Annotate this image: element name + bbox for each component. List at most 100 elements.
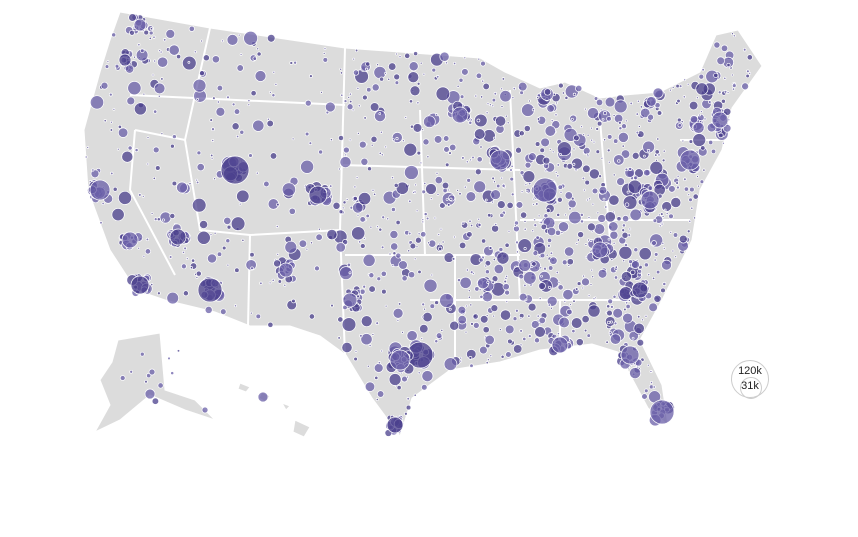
city-bubble[interactable]: [114, 63, 120, 69]
city-bubble[interactable]: [216, 251, 223, 257]
city-bubble[interactable]: [574, 287, 579, 291]
city-bubble[interactable]: [490, 304, 499, 312]
city-bubble[interactable]: [677, 123, 682, 128]
city-bubble[interactable]: [358, 240, 362, 244]
city-bubble[interactable]: [484, 260, 492, 267]
city-bubble[interactable]: [318, 227, 321, 231]
city-bubble[interactable]: [588, 168, 600, 180]
city-bubble[interactable]: [650, 381, 653, 384]
city-bubble[interactable]: [612, 241, 616, 245]
city-bubble[interactable]: [457, 305, 467, 315]
city-bubble[interactable]: [558, 221, 569, 233]
city-bubble[interactable]: [403, 142, 418, 157]
city-bubble[interactable]: [559, 153, 562, 156]
city-bubble[interactable]: [493, 92, 497, 96]
city-bubble[interactable]: [607, 160, 611, 164]
city-bubble[interactable]: [204, 305, 213, 314]
city-bubble[interactable]: [591, 187, 599, 195]
city-bubble[interactable]: [346, 262, 351, 267]
city-bubble[interactable]: [409, 85, 421, 97]
city-bubble[interactable]: [199, 220, 209, 229]
city-bubble[interactable]: [421, 302, 426, 307]
city-bubble[interactable]: [624, 202, 630, 207]
city-bubble[interactable]: [604, 211, 616, 223]
city-bubble[interactable]: [233, 108, 241, 115]
city-bubble[interactable]: [637, 315, 641, 319]
city-bubble[interactable]: [495, 115, 507, 127]
city-bubble[interactable]: [134, 148, 139, 153]
city-bubble[interactable]: [196, 230, 211, 245]
city-bubble[interactable]: [155, 165, 161, 171]
city-bubble[interactable]: [189, 266, 193, 270]
city-bubble[interactable]: [622, 259, 626, 263]
city-bubble[interactable]: [459, 359, 463, 363]
city-bubble[interactable]: [352, 202, 364, 214]
city-bubble[interactable]: [371, 188, 375, 192]
city-bubble[interactable]: [456, 84, 460, 88]
city-bubble[interactable]: [688, 197, 693, 203]
city-bubble[interactable]: [566, 163, 574, 170]
city-bubble[interactable]: [366, 364, 370, 368]
city-bubble[interactable]: [196, 150, 202, 156]
city-bubble[interactable]: [504, 324, 515, 335]
city-bubble[interactable]: [137, 43, 141, 47]
city-bubble[interactable]: [230, 216, 246, 231]
city-bubble[interactable]: [329, 184, 333, 188]
city-bubble[interactable]: [369, 225, 373, 229]
city-bubble[interactable]: [603, 138, 607, 142]
city-bubble[interactable]: [408, 61, 419, 72]
city-bubble[interactable]: [708, 100, 712, 104]
city-bubble[interactable]: [653, 252, 659, 257]
city-bubble[interactable]: [406, 397, 410, 401]
city-bubble[interactable]: [477, 217, 481, 221]
city-bubble[interactable]: [656, 110, 663, 116]
city-bubble[interactable]: [234, 304, 237, 308]
city-bubble[interactable]: [638, 125, 641, 128]
city-bubble[interactable]: [165, 29, 176, 39]
city-bubble[interactable]: [304, 131, 310, 137]
city-bubble[interactable]: [624, 119, 628, 123]
city-bubble[interactable]: [168, 44, 180, 56]
city-bubble[interactable]: [660, 287, 666, 294]
city-bubble[interactable]: [157, 94, 161, 98]
city-bubble[interactable]: [531, 261, 537, 267]
city-bubble[interactable]: [554, 171, 558, 174]
city-bubble[interactable]: [395, 219, 401, 226]
city-bubble[interactable]: [640, 107, 651, 119]
city-bubble[interactable]: [466, 178, 472, 183]
city-bubble[interactable]: [337, 316, 344, 323]
city-bubble[interactable]: [379, 130, 383, 134]
city-bubble[interactable]: [556, 212, 561, 217]
city-bubble[interactable]: [592, 140, 596, 144]
city-bubble[interactable]: [434, 300, 439, 305]
city-bubble[interactable]: [591, 275, 595, 279]
city-bubble[interactable]: [567, 199, 577, 209]
city-bubble[interactable]: [531, 108, 535, 112]
city-bubble[interactable]: [629, 367, 642, 380]
city-bubble[interactable]: [91, 168, 95, 172]
city-bubble[interactable]: [421, 384, 428, 391]
city-bubble[interactable]: [352, 69, 360, 76]
city-bubble[interactable]: [624, 243, 628, 248]
city-bubble[interactable]: [354, 350, 358, 353]
city-bubble[interactable]: [577, 231, 585, 239]
city-bubble[interactable]: [468, 219, 472, 223]
city-bubble[interactable]: [690, 206, 694, 210]
city-bubble[interactable]: [195, 270, 202, 277]
city-bubble[interactable]: [293, 60, 297, 65]
city-bubble[interactable]: [661, 215, 665, 218]
city-bubble[interactable]: [129, 29, 135, 36]
city-bubble[interactable]: [641, 393, 648, 400]
city-bubble[interactable]: [239, 129, 245, 135]
city-bubble[interactable]: [607, 237, 611, 241]
city-bubble[interactable]: [641, 318, 644, 322]
city-bubble[interactable]: [636, 338, 645, 347]
city-bubble[interactable]: [339, 67, 343, 71]
city-bubble[interactable]: [484, 334, 495, 345]
city-bubble[interactable]: [534, 141, 541, 147]
city-bubble[interactable]: [680, 120, 684, 124]
city-bubble[interactable]: [309, 74, 313, 78]
city-bubble[interactable]: [467, 289, 471, 293]
city-bubble[interactable]: [377, 361, 381, 365]
city-bubble[interactable]: [112, 108, 116, 111]
